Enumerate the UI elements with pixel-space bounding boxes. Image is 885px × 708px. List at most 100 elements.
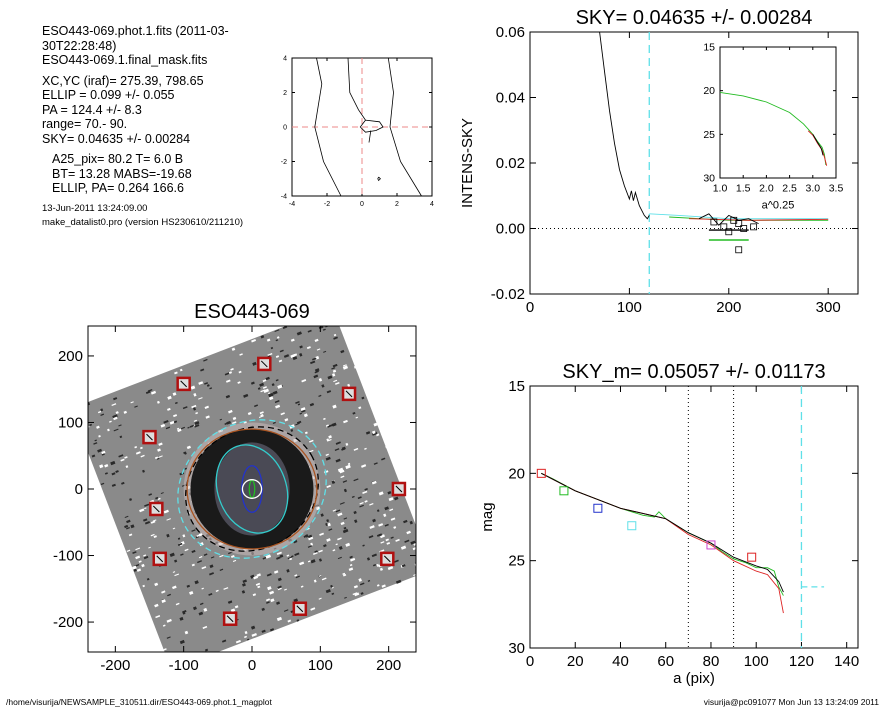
noise-dot xyxy=(364,487,368,491)
isophote-ellipse-4 xyxy=(241,465,263,513)
galaxy-core xyxy=(214,442,290,536)
y-tick-label: 30 xyxy=(508,640,525,657)
noise-dot xyxy=(193,393,197,397)
sky-point-marker xyxy=(750,223,758,231)
fits-filename: ESO443-069.phot.1.fits (2011-03-30T22:28… xyxy=(42,24,229,53)
noise-dot xyxy=(342,528,349,534)
noise-dot xyxy=(310,607,316,611)
noise-dot xyxy=(307,329,312,333)
noise-dot xyxy=(189,590,194,595)
y-tick-label: -2 xyxy=(281,159,287,166)
noise-dot xyxy=(393,496,399,501)
noise-dot xyxy=(146,577,150,581)
noise-dot xyxy=(371,431,378,436)
noise-dot xyxy=(246,638,250,641)
footer-user: visurija@pc091077 Mon Jun 13 13:24:09 20… xyxy=(703,697,879,707)
noise-dot xyxy=(209,572,215,576)
noise-dot xyxy=(224,372,230,376)
noise-dot xyxy=(174,401,178,405)
noise-dot xyxy=(296,420,302,425)
noise-dot xyxy=(379,567,383,571)
noise-dot xyxy=(100,413,105,416)
noise-dot xyxy=(215,589,219,593)
noise-dot xyxy=(342,480,348,483)
noise-dot xyxy=(100,408,104,412)
noise-dot xyxy=(326,484,331,489)
noise-dot xyxy=(349,563,353,567)
noise-dot xyxy=(325,588,331,594)
noise-dot xyxy=(93,442,98,445)
noise-dot xyxy=(276,616,283,622)
noise-dot xyxy=(307,560,311,563)
noise-dot xyxy=(256,573,262,577)
noise-dot xyxy=(384,523,389,527)
noise-dot xyxy=(275,379,279,382)
noise-dot xyxy=(238,370,242,374)
noise-dot xyxy=(334,381,340,385)
noise-dot xyxy=(179,616,184,621)
noise-dot xyxy=(343,526,347,530)
noise-dot xyxy=(204,648,209,652)
contour-line-0 xyxy=(314,57,342,197)
noise-dot xyxy=(365,431,371,435)
isophote-ellipse-3 xyxy=(215,444,289,534)
noise-dot xyxy=(206,384,210,387)
noise-dot xyxy=(372,518,376,523)
noise-dot xyxy=(350,557,356,562)
noise-dot xyxy=(393,559,399,563)
noise-dot xyxy=(158,455,163,458)
noise-dot xyxy=(244,630,248,635)
isophote-ellipse-0 xyxy=(177,419,327,559)
noise-dot xyxy=(283,609,289,612)
noise-dot xyxy=(290,429,294,432)
noise-dot xyxy=(359,504,364,508)
noise-dot xyxy=(158,442,163,446)
noise-dot xyxy=(299,345,303,349)
noise-dot xyxy=(340,475,345,479)
x-tick-label: 140 xyxy=(834,653,859,670)
noise-dot xyxy=(174,371,178,375)
noise-dot xyxy=(142,469,145,473)
noise-dot xyxy=(163,509,169,514)
noise-dot xyxy=(267,352,273,357)
noise-dot xyxy=(140,454,145,458)
noise-dot xyxy=(261,629,266,633)
noise-dot xyxy=(101,450,106,455)
noise-dot xyxy=(150,520,156,524)
noise-dot xyxy=(259,411,264,415)
noise-dot xyxy=(199,602,204,606)
noise-dot xyxy=(335,543,338,546)
inset-background xyxy=(720,47,836,178)
noise-dot xyxy=(176,427,180,430)
noise-dot xyxy=(335,458,341,463)
x-tick-label: 200 xyxy=(716,299,741,316)
sky-chart: 0 100 200 300 -0.02 0.00 0.02 0.04 0.06 SKY= 0.04… xyxy=(459,7,859,316)
noise-dot xyxy=(312,315,317,319)
noise-dot xyxy=(400,545,407,550)
inset-series-0 xyxy=(719,91,827,165)
noise-dot xyxy=(325,456,331,461)
noise-dot xyxy=(318,558,323,562)
noise-dot xyxy=(307,545,313,548)
noise-dot xyxy=(309,439,314,443)
noise-dot xyxy=(312,551,318,555)
noise-dot xyxy=(351,495,355,498)
noise-dot xyxy=(326,519,330,523)
noise-dot xyxy=(359,582,365,586)
sky-point-marker xyxy=(725,228,733,236)
noise-dot xyxy=(337,556,342,560)
y-tick-label: 20 xyxy=(508,465,525,482)
noise-dot xyxy=(270,598,275,603)
noise-dot xyxy=(237,381,241,384)
y-axis-label: INTENS-SKY xyxy=(459,118,476,208)
noise-dot xyxy=(260,389,266,393)
noise-dot xyxy=(272,390,278,395)
noise-dot xyxy=(130,401,134,404)
noise-dot xyxy=(277,384,283,389)
noise-dot xyxy=(143,555,149,560)
noise-dot xyxy=(301,379,307,383)
noise-dot xyxy=(191,549,196,554)
noise-dot xyxy=(348,567,354,572)
noise-dot xyxy=(395,538,400,542)
noise-dot xyxy=(314,368,320,372)
